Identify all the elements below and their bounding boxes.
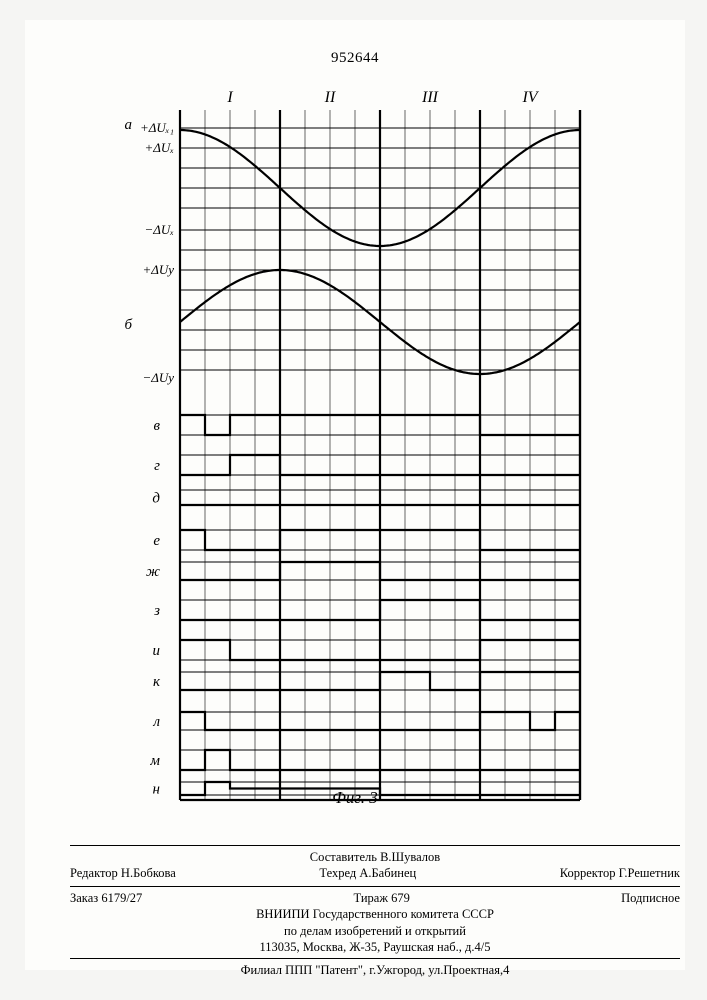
techred-name: А.Бабинец [359, 866, 416, 880]
divider [70, 886, 680, 887]
svg-text:а: а [125, 117, 133, 133]
publisher-line1: ВНИИПИ Государственного комитета СССР [70, 906, 680, 922]
svg-text:−ΔUy: −ΔUy [142, 370, 174, 385]
figure-label: Фиг. 3 [25, 788, 685, 808]
svg-text:IV: IV [521, 90, 539, 106]
svg-text:м: м [149, 753, 160, 769]
svg-text:г: г [154, 458, 160, 474]
corrector-name: Г.Решетник [619, 866, 680, 880]
podpisnoe: Подписное [621, 890, 680, 906]
svg-text:к: к [153, 674, 161, 690]
editor-label: Редактор [70, 866, 118, 880]
publisher-line2: по делам изобретений и открытий [70, 923, 680, 939]
svg-text:б: б [124, 317, 132, 333]
svg-text:д: д [152, 491, 160, 507]
svg-text:−ΔUₓ: −ΔUₓ [145, 222, 175, 237]
svg-text:+ΔUₓ: +ΔUₓ [145, 140, 175, 155]
svg-text:+ΔUy: +ΔUy [142, 262, 174, 277]
page: 952644 IIIIIIIV+ΔUₓ₁+ΔUₓ−ΔUₓа+ΔUy−ΔUyбвг… [25, 20, 685, 970]
svg-text:и: и [153, 643, 161, 659]
svg-text:II: II [324, 90, 336, 106]
svg-text:ж: ж [146, 564, 160, 580]
corrector-label: Корректор [560, 866, 616, 880]
tirazh-num: 679 [391, 891, 410, 905]
compiler-name: В.Шувалов [380, 850, 440, 864]
order-block: Заказ 6179/27 Тираж 679 Подписное ВНИИПИ… [70, 890, 680, 955]
svg-text:л: л [152, 714, 160, 730]
credits-block: Составитель В.Шувалов Редактор Н.Бобкова… [70, 850, 680, 881]
svg-text:I: I [226, 90, 233, 106]
svg-text:е: е [153, 533, 160, 549]
divider [70, 958, 680, 959]
svg-text:з: з [153, 603, 160, 619]
zakaz-num: 6179/27 [101, 891, 142, 905]
timing-diagram: IIIIIIIV+ΔUₓ₁+ΔUₓ−ΔUₓа+ΔUy−ΔUyбвгдежзикл… [110, 90, 600, 780]
tirazh-label: Тираж [354, 891, 388, 905]
svg-text:в: в [153, 418, 160, 434]
document-number: 952644 [25, 50, 685, 67]
divider [70, 845, 680, 846]
branch-line: Филиал ППП "Патент", г.Ужгород, ул.Проек… [70, 963, 680, 978]
editor-name: Н.Бобкова [121, 866, 176, 880]
svg-text:III: III [421, 90, 439, 106]
compiler-label: Составитель [310, 850, 377, 864]
zakaz-label: Заказ [70, 891, 98, 905]
svg-text:+ΔUₓ₁: +ΔUₓ₁ [140, 120, 174, 135]
techred-label: Техред [319, 866, 356, 880]
publisher-line3: 113035, Москва, Ж-35, Раушская наб., д.4… [70, 939, 680, 955]
